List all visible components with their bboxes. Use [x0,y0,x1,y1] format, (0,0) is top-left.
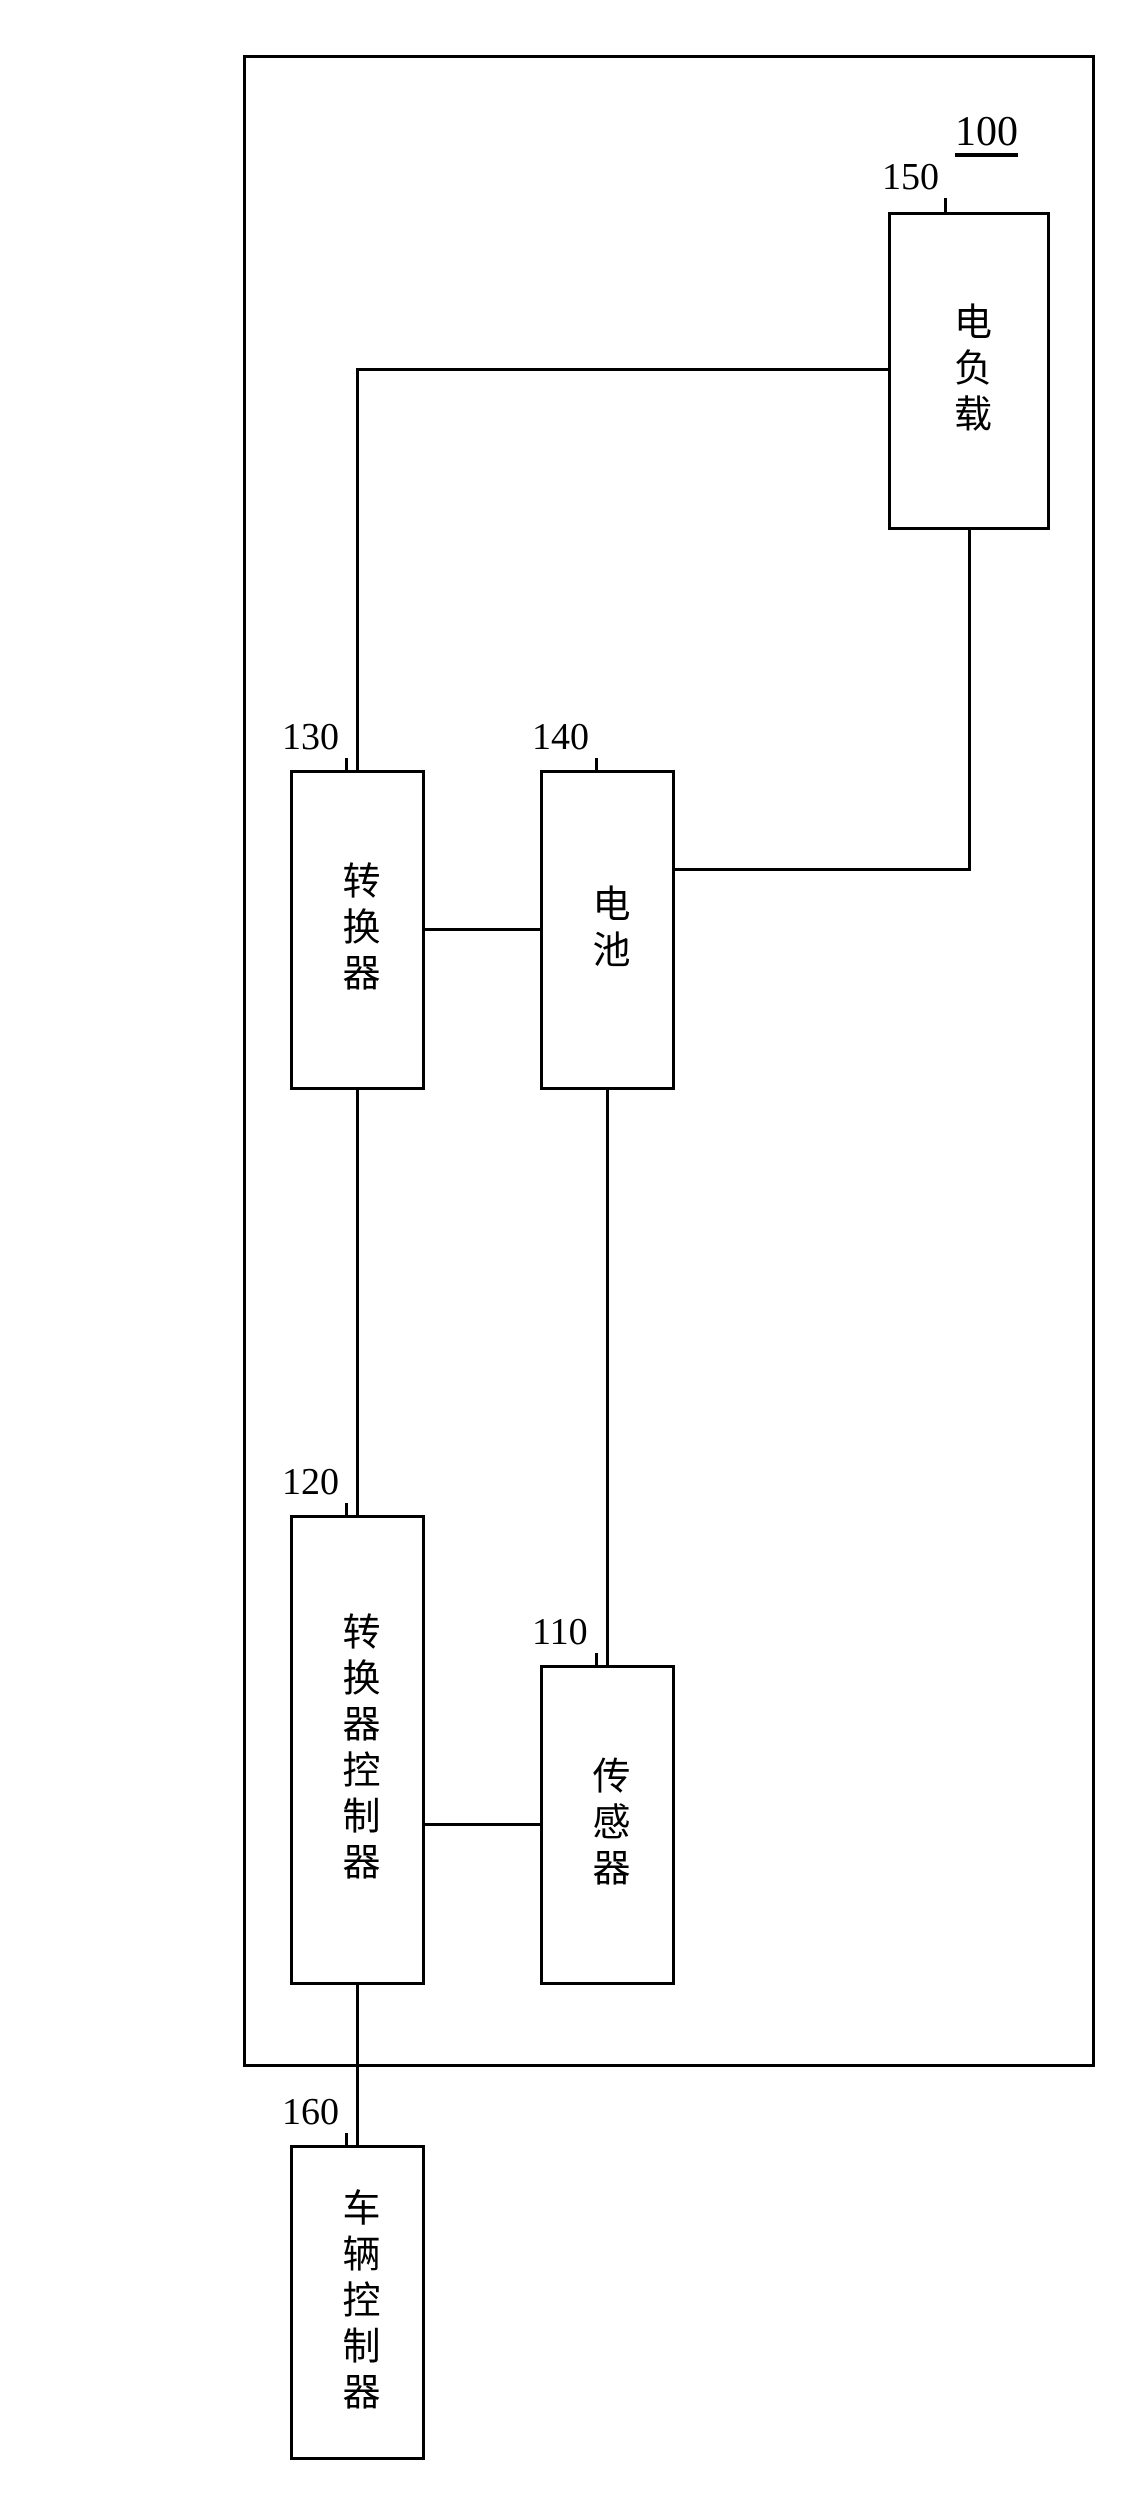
conn-120-110 [425,1823,541,1826]
text-vehicle-controller: 车辆控制器 [330,2188,385,2418]
lead-110 [595,1653,598,1666]
refnum-140: 140 [532,715,589,759]
node-sensor: 传感器 [540,1665,675,1985]
text-sensor: 传感器 [580,1756,635,1894]
lead-130 [345,758,348,771]
lead-140 [595,758,598,771]
edge-130-140 [425,928,541,931]
refnum-150: 150 [882,155,939,199]
text-converter: 转换器 [330,861,385,999]
refnum-130: 130 [282,715,339,759]
node-electric-load: 电负载 [888,212,1050,530]
node-vehicle-controller: 车辆控制器 [290,2145,425,2460]
text-electric-load: 电负载 [942,302,997,440]
text-converter-controller: 转换器控制器 [330,1612,385,1888]
refnum-110: 110 [532,1610,588,1654]
edge-130-150-v [356,368,359,771]
node-converter: 转换器 [290,770,425,1090]
main-ref-100: 100 [955,108,1018,156]
edge-140-150-h [675,868,971,871]
text-battery: 电池 [580,884,635,976]
node-battery: 电池 [540,770,675,1090]
node-converter-controller: 转换器控制器 [290,1515,425,1985]
lead-120 [345,1503,348,1516]
refnum-120: 120 [282,1460,339,1504]
diagram: 100 电负载 150 转换器 130 电池 140 转换器控制器 120 传感… [0,0,1132,2507]
conn-120-130 [356,1090,359,1516]
lead-150 [944,198,947,213]
edge-140-150-v [968,530,971,871]
conn-110-140 [606,1090,609,1666]
refnum-160: 160 [282,2090,339,2134]
edge-130-150-h [356,368,889,371]
conn-160-120 [356,1985,359,2146]
lead-160 [345,2133,348,2146]
